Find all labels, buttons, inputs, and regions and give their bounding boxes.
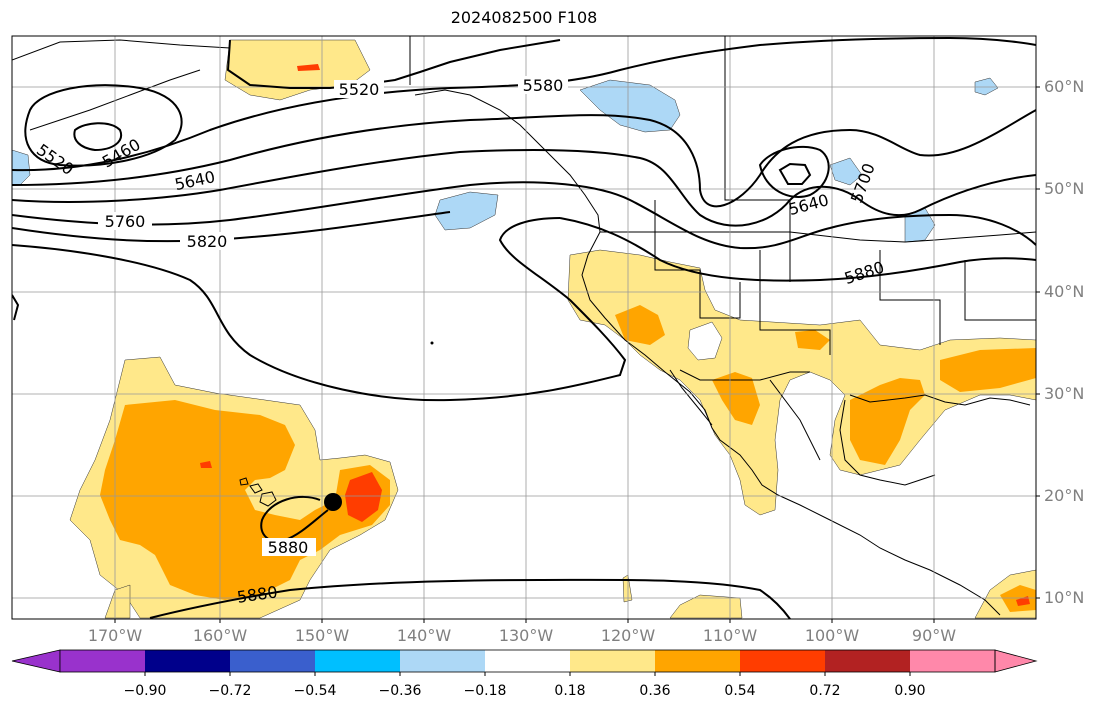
colorbar-bin <box>60 650 145 672</box>
colorbar-bin <box>570 650 655 672</box>
lon-label: 120°W <box>600 626 656 645</box>
colorbar-bin <box>825 650 910 672</box>
lon-label: 100°W <box>804 626 860 645</box>
colorbar-tick-label: −0.54 <box>293 683 337 699</box>
lat-label: 60°N <box>1044 77 1085 96</box>
colorbar-tick-label: 0.90 <box>894 683 926 699</box>
lon-label: 150°W <box>294 626 350 645</box>
island-dot <box>430 341 434 345</box>
colorbar-bin <box>740 650 825 672</box>
map-title: 2024082500 F108 <box>450 8 598 27</box>
storm-center-marker <box>324 493 342 511</box>
colorbar-bin <box>910 650 995 672</box>
lat-label: 20°N <box>1044 486 1085 505</box>
colorbar-extend-low <box>11 649 61 673</box>
contour-label: 5520 <box>339 80 380 99</box>
colorbar-bin <box>145 650 230 672</box>
map-frame <box>11 35 1037 620</box>
colorbar-bin <box>655 650 740 672</box>
contour-label: 5880 <box>268 538 309 557</box>
lon-label: 160°W <box>192 626 248 645</box>
height-contours <box>12 36 1036 619</box>
colorbar-bin <box>485 650 570 672</box>
colorbar-extend-high <box>994 649 1038 673</box>
colorbar-tick-label: 0.18 <box>554 683 586 699</box>
anomaly-shading-positive-medium <box>100 305 1036 612</box>
lon-label: 90°W <box>911 626 957 645</box>
colorbar-tick-label: −0.36 <box>378 683 422 699</box>
colorbar-tick-label: 0.36 <box>639 683 671 699</box>
lat-label: 30°N <box>1044 384 1085 403</box>
lon-label: 170°W <box>87 626 143 645</box>
colorbar-tick-label: −0.18 <box>463 683 507 699</box>
coastlines <box>12 36 1036 616</box>
lon-label: 130°W <box>498 626 554 645</box>
colorbar-tick-label: −0.90 <box>123 683 167 699</box>
anomaly-shading-positive-strong <box>200 64 1030 606</box>
gridlines <box>12 36 1036 619</box>
colorbar <box>11 649 1038 676</box>
colorbar-bin <box>315 650 400 672</box>
contour-label: 5760 <box>105 212 146 231</box>
lon-label: 140°W <box>396 626 452 645</box>
colorbar-tick-label: −0.72 <box>208 683 252 699</box>
anomaly-hole <box>687 321 723 361</box>
anomaly-shading-negative <box>12 77 999 243</box>
axis-ticks <box>114 86 1040 623</box>
lat-label: 10°N <box>1044 588 1085 607</box>
colorbar-bin <box>230 650 315 672</box>
colorbar-bin <box>400 650 485 672</box>
lat-label: 40°N <box>1044 282 1085 301</box>
contour-label: 5580 <box>523 76 564 95</box>
lon-label: 110°W <box>702 626 758 645</box>
colorbar-tick-label: 0.54 <box>724 683 756 699</box>
lat-label: 50°N <box>1044 179 1085 198</box>
colorbar-tick-label: 0.72 <box>809 683 841 699</box>
hawaiian-islands <box>239 477 277 507</box>
contour-label: 5820 <box>187 232 228 251</box>
